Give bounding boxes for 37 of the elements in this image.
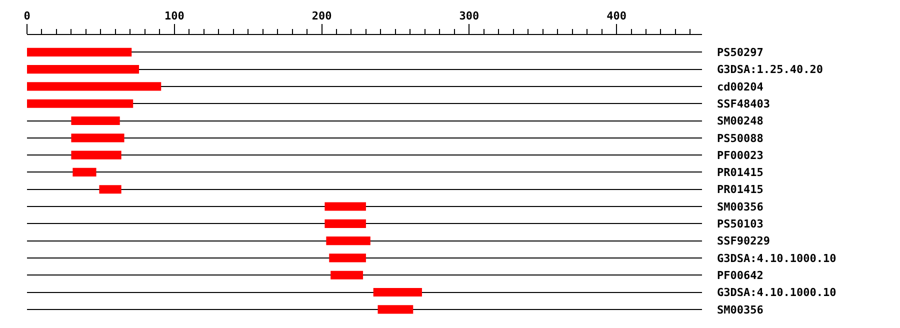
bar [27, 65, 140, 74]
y-tick-label: SM00356 [717, 303, 764, 316]
x-tick-label: 0 [24, 10, 30, 23]
x-tick-label: 300 [459, 10, 480, 23]
y-tick-label: G3DSA:4.10.1000.10 [717, 252, 836, 265]
y-tick-label: PF00023 [717, 148, 764, 162]
x-tick-label: 200 [312, 10, 332, 23]
bar [324, 219, 366, 228]
x-tick-label: 400 [606, 10, 626, 23]
y-tick-label: SM00248 [717, 114, 764, 128]
bar [71, 150, 122, 160]
bar [99, 185, 122, 194]
bar [330, 270, 364, 280]
bar [27, 99, 134, 108]
y-tick-label: SM00356 [717, 200, 764, 214]
y-tick-label: G3DSA:1.25.40.20 [717, 63, 823, 76]
y-tick-label: PR01415 [717, 166, 764, 180]
bar [72, 168, 96, 176]
y-tick-label: SSF90229 [717, 234, 770, 248]
y-tick-label: PR01415 [717, 183, 764, 196]
y-tick-label: PF00642 [717, 268, 764, 282]
bar [71, 116, 120, 126]
x-tick-label: 100 [164, 10, 184, 23]
bar [329, 254, 366, 262]
y-tick-label: PS50297 [717, 46, 764, 59]
y-tick-label: SSF48403 [717, 97, 770, 110]
y-tick-label: PS50103 [717, 218, 764, 231]
bar [373, 288, 422, 297]
y-tick-label: PS50088 [717, 132, 764, 145]
y-tick-label: G3DSA:4.10.1000.10 [717, 286, 836, 300]
bar [378, 305, 414, 314]
bar [27, 48, 132, 56]
bar [326, 236, 370, 246]
bar [71, 134, 124, 142]
y-tick-label: cd00204 [717, 80, 764, 94]
bar [324, 202, 366, 211]
bar [27, 82, 162, 91]
